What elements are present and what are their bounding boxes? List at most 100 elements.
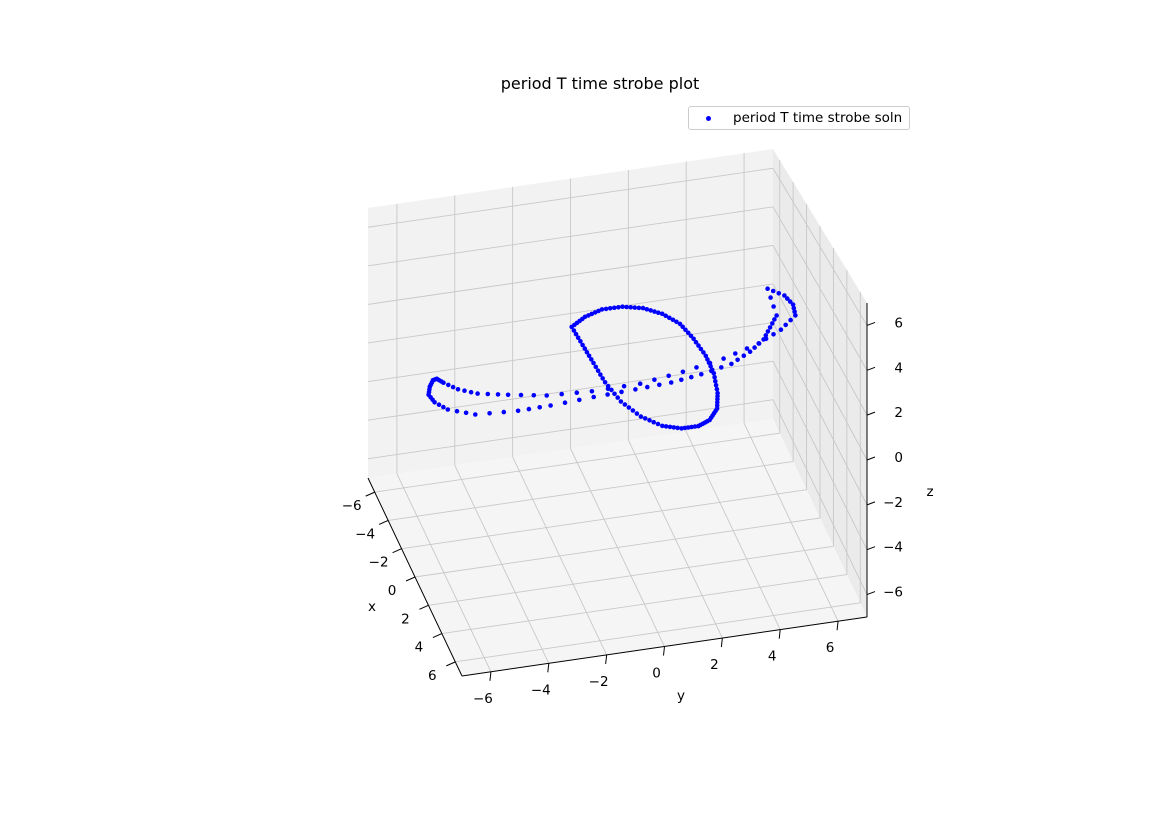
data-point: [648, 308, 653, 313]
grid-line-x-floor: [428, 545, 834, 606]
axis-panes: [368, 149, 867, 676]
x-tick: [365, 491, 375, 497]
data-point: [671, 425, 677, 430]
data-point: [501, 409, 507, 415]
data-point: [562, 400, 568, 406]
y-tick-label: 2: [710, 657, 719, 673]
legend-marker: [706, 116, 711, 121]
data-point: [633, 387, 638, 392]
grid-line-z-back: [367, 244, 774, 305]
grid-line-z-side: [772, 206, 868, 371]
x-tick-label: −6: [342, 498, 362, 514]
grid-line-z-back: [367, 283, 774, 344]
data-point: [765, 329, 771, 334]
data-point: [495, 392, 501, 397]
data-point: [692, 424, 698, 429]
z-tick: [866, 546, 876, 551]
x-tick: [432, 633, 443, 639]
data-point: [505, 392, 511, 398]
data-point: [595, 368, 601, 374]
data-point: [696, 423, 701, 429]
data-point: [782, 293, 787, 298]
data-point: [768, 295, 773, 300]
data-point: [515, 408, 521, 414]
data-point: [647, 418, 652, 423]
x-tick: [378, 519, 389, 525]
x-tick: [392, 548, 402, 554]
data-point: [770, 321, 775, 326]
data-point: [703, 353, 709, 359]
data-point: [706, 360, 712, 366]
data-point: [752, 345, 757, 350]
data-point: [463, 410, 469, 416]
data-point: [674, 319, 679, 325]
data-point: [618, 399, 624, 404]
data-point: [580, 342, 585, 348]
grid-line-y-floor: [627, 439, 723, 639]
data-point: [620, 304, 625, 310]
data-point: [714, 386, 720, 392]
legend-label-series: period T time strobe soln: [733, 110, 903, 126]
y-tick-label: −2: [589, 674, 609, 690]
data-point: [640, 305, 646, 311]
data-point: [712, 375, 717, 380]
data-point: [685, 425, 691, 430]
x-tick: [405, 576, 416, 582]
data-point: [487, 411, 492, 416]
data-point: [473, 412, 478, 417]
data-point: [632, 305, 638, 310]
data-point: [709, 367, 715, 373]
data-point: [485, 391, 491, 397]
data-point: [772, 317, 777, 322]
data-point: [615, 395, 620, 400]
chart-title: period T time strobe plot: [500, 74, 700, 93]
data-point: [598, 372, 603, 377]
data-point: [593, 364, 599, 370]
data-point: [666, 373, 671, 379]
data-point: [468, 389, 474, 395]
data-point: [612, 305, 617, 311]
data-point: [637, 381, 643, 387]
data-point: [630, 408, 636, 413]
data-point: [663, 313, 668, 319]
data-point: [793, 313, 798, 318]
data-point: [446, 382, 451, 388]
data-point: [548, 403, 553, 408]
z-tick: [866, 366, 876, 371]
data-point: [677, 321, 683, 327]
data-point: [699, 372, 704, 377]
data-point: [792, 309, 797, 315]
data-point: [744, 346, 750, 351]
data-point: [713, 382, 719, 388]
data-point: [445, 407, 451, 412]
data-point: [589, 357, 594, 362]
data-point: [544, 393, 549, 398]
data-point: [729, 361, 734, 367]
data-point: [454, 408, 460, 414]
data-point: [645, 384, 650, 390]
data-point: [584, 349, 590, 355]
data-point: [763, 333, 769, 338]
data-point: [787, 299, 793, 304]
z-tick-label: 6: [894, 315, 903, 331]
data-point: [783, 322, 788, 328]
data-point: [591, 360, 596, 366]
data-point: [537, 405, 542, 410]
data-point: [679, 426, 684, 431]
data-point: [691, 336, 696, 342]
data-point: [636, 305, 642, 311]
z-tick: [866, 591, 876, 596]
x-tick-label: 4: [415, 640, 424, 656]
data-point: [788, 317, 793, 323]
data-point: [663, 424, 669, 429]
data-point: [657, 382, 662, 388]
data-point: [670, 317, 676, 323]
data-point: [667, 315, 672, 321]
data-point: [668, 380, 674, 385]
data-point: [761, 337, 766, 342]
data-point: [778, 327, 784, 333]
data-point: [708, 364, 713, 369]
y-tick-label: 0: [652, 666, 661, 682]
x-tick: [419, 604, 429, 610]
